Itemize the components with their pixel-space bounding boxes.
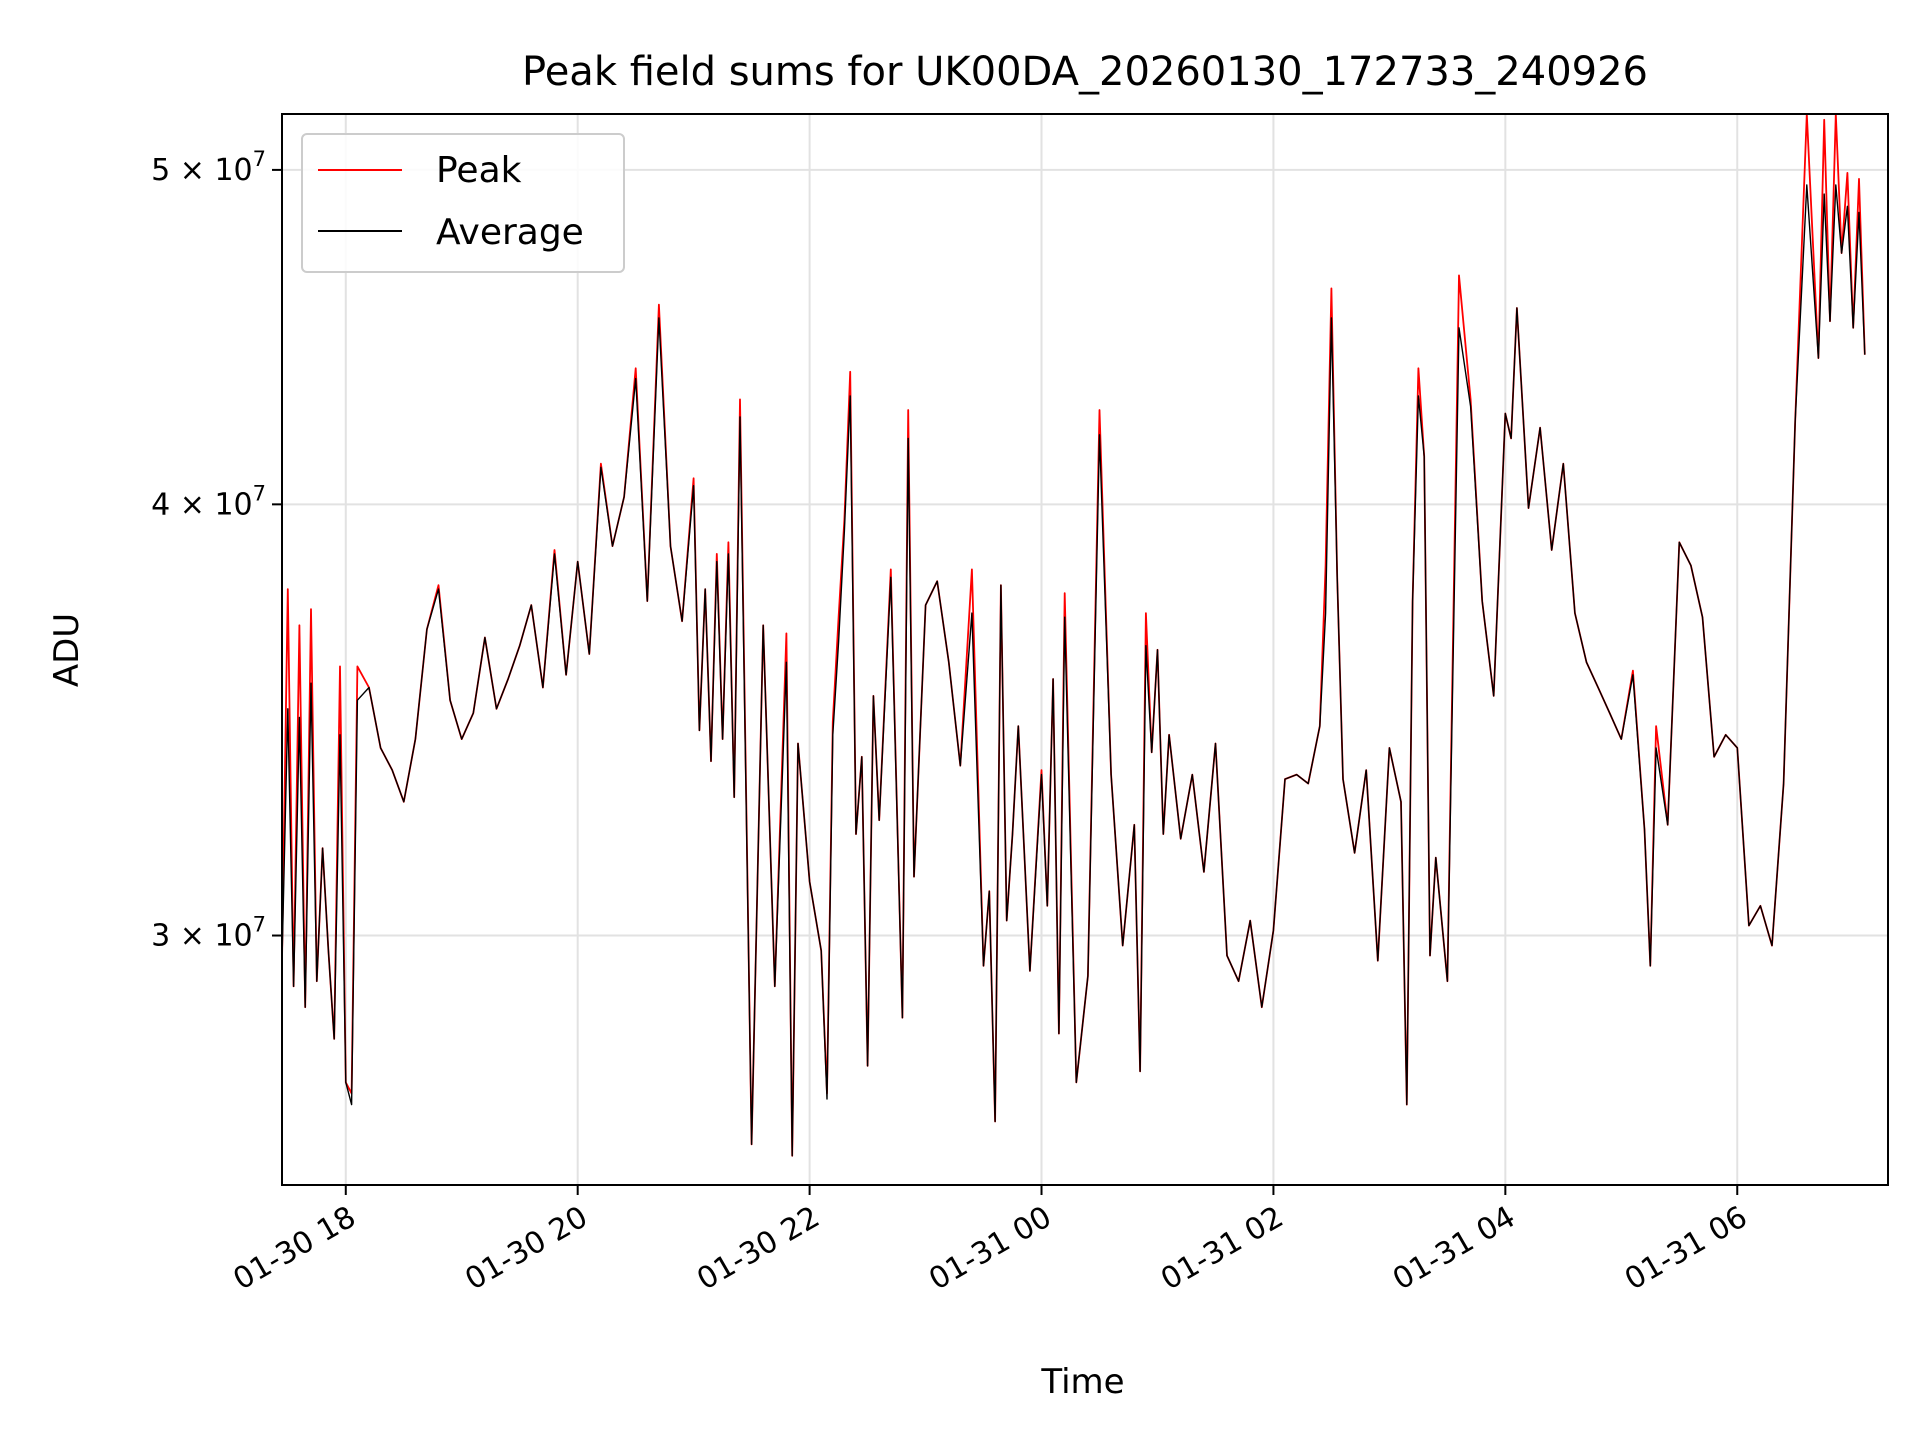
chart-title: Peak field sums for UK00DA_20260130_1727… (522, 49, 1648, 95)
plot-frame (281, 113, 1889, 1186)
legend-box (301, 133, 625, 273)
legend-label-average: Average (436, 212, 584, 253)
legend: Peak Average (301, 133, 625, 273)
y-tick-label: 5 × 107 (151, 147, 266, 188)
grid (282, 114, 1888, 1185)
y-tick-label: 4 × 107 (151, 481, 266, 522)
legend-label-peak: Peak (436, 150, 522, 191)
y-axis-title: ADU (47, 613, 87, 687)
y-axis: 3 × 107 4 × 107 5 × 107 (151, 147, 282, 954)
x-axis-title: Time (1040, 1362, 1124, 1402)
plot-lines (281, 113, 1866, 1157)
series-line-average (281, 184, 1866, 1157)
y-tick-label: 3 × 107 (151, 913, 266, 954)
